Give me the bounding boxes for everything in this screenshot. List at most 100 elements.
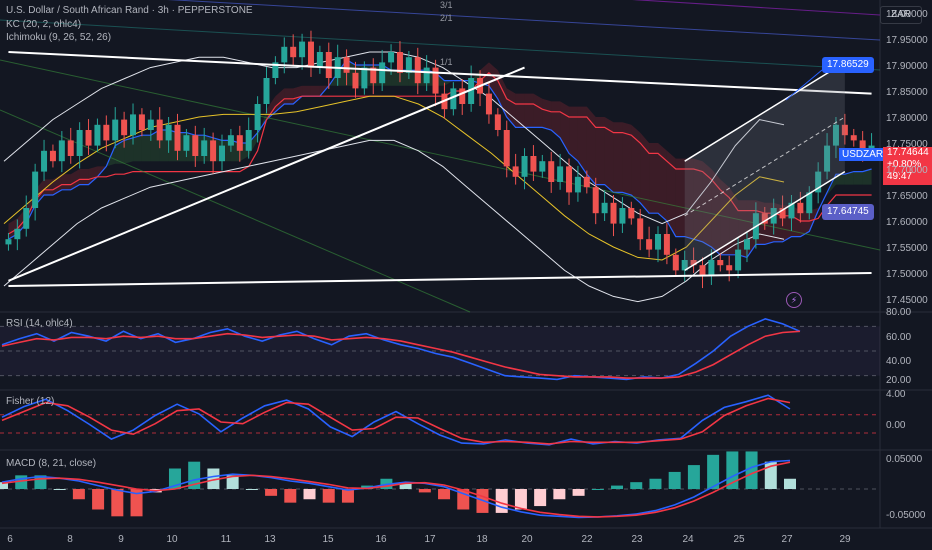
candle-body [850,135,857,141]
macd-histogram-bar [707,454,720,489]
ichimoku-cloud [302,85,311,97]
candle-body [708,260,715,276]
candle-body [379,62,386,84]
fib-fan-line [0,59,881,251]
tenkan-line [8,59,872,259]
price-tick-label: 18.00000 [886,8,928,20]
candle-body [112,119,119,141]
ichimoku-cloud [720,179,730,255]
price-tick-label: 17.75000 [886,138,928,150]
ichimoku-cloud [684,158,694,240]
macd-histogram-bar [92,489,105,510]
ichimoku-cloud [569,106,578,162]
ichimoku-cloud [693,158,703,242]
time-tick-label: 18 [476,534,488,545]
fisher-tick-label: 4.00 [886,389,906,400]
fib-label-2: 2/1 [440,13,453,23]
kc-lower-band [3,139,785,303]
candle-body [103,124,110,141]
macd-legend: MACD (8, 21, close) [6,458,97,469]
candle-body [485,93,492,115]
ichimoku-cloud [853,171,863,185]
time-tick-label: 25 [733,534,745,545]
macd-histogram-bar [553,489,566,500]
time-tick-label: 27 [781,534,793,545]
channel-upper [684,61,846,162]
rsi-tick-label: 20.00 [886,375,912,386]
candle-body [49,150,56,162]
candle-body [548,161,555,182]
rsi-tick-label: 80.00 [886,307,912,318]
currency-selector[interactable]: ZAR [880,6,922,24]
bar-countdown: 49:47 [887,171,913,182]
macd-histogram-bar [784,478,796,489]
ichimoku-cloud [524,93,534,128]
macd-histogram-bar [53,489,66,490]
candle-body [325,52,332,78]
macd-histogram-bar [226,475,239,489]
candle-body [592,187,599,214]
macd-histogram-bar [438,489,451,500]
time-tick-label: 22 [581,534,593,545]
ichimoku-cloud [649,143,658,214]
fisher-legend: Fisher (12) [6,396,55,407]
candle-body [494,114,501,130]
lightning-icon[interactable]: ⚡ [786,292,802,308]
candle-body [672,254,679,271]
ichimoku-cloud [533,93,543,128]
macd-histogram-bar [130,489,143,517]
macd-histogram-bar [764,461,777,489]
rsi-legend: RSI (14, ohlc4) [6,318,73,329]
candle-body [299,41,306,58]
macd-histogram-bar [265,489,278,496]
candle-body [138,114,145,130]
candle-body [396,52,403,73]
ichimoku-cloud [61,174,71,190]
candle-body [655,234,661,250]
ichimoku-cloud [586,106,596,185]
candle-body [539,161,546,172]
candle-body [370,67,377,84]
candle-body [388,52,395,63]
candle-body [601,202,608,214]
candle-body [14,228,21,240]
badge-pointer [785,69,823,101]
time-tick-label: 6 [7,534,13,545]
macd-histogram-bar [303,489,316,500]
kc-legend: KC (20, 2, ohlc4) [6,19,82,30]
candle-body [557,166,564,182]
macd-histogram-bar [611,485,624,489]
ichimoku-cloud [613,122,623,193]
ichimoku-cloud [577,106,587,175]
ichimoku-cloud [835,174,845,185]
time-tick-label: 9 [118,534,124,545]
macd-tick-label: 0.05000 [886,453,923,465]
fib-fan-line [167,0,881,41]
fib-label-3: 3/1 [440,0,453,10]
ichimoku-cloud [542,98,552,130]
candle-body [423,67,430,84]
candle-body [743,239,750,250]
price-tick-label: 17.95000 [886,34,928,46]
time-tick-label: 8 [67,534,73,545]
macd-histogram-bar [168,468,181,489]
candle-body [307,41,314,68]
ichimoku-cloud [604,117,614,193]
ichimoku-cloud [551,101,561,138]
ichimoku-cloud [399,70,409,86]
candle-body [76,130,83,156]
candle-body [788,202,795,219]
ichimoku-cloud [640,132,650,214]
macd-histogram-bar [630,482,643,489]
candle-body [94,124,101,146]
macd-histogram-bar [572,489,585,496]
time-tick-label: 29 [839,534,851,545]
price-tick-label: 17.60000 [886,216,928,228]
candle-body [156,119,163,141]
candle-body [779,208,786,219]
macd-histogram-bar [399,482,412,489]
macd-line [1,459,791,519]
candle-body [316,52,323,68]
ichimoku-cloud [711,169,721,255]
